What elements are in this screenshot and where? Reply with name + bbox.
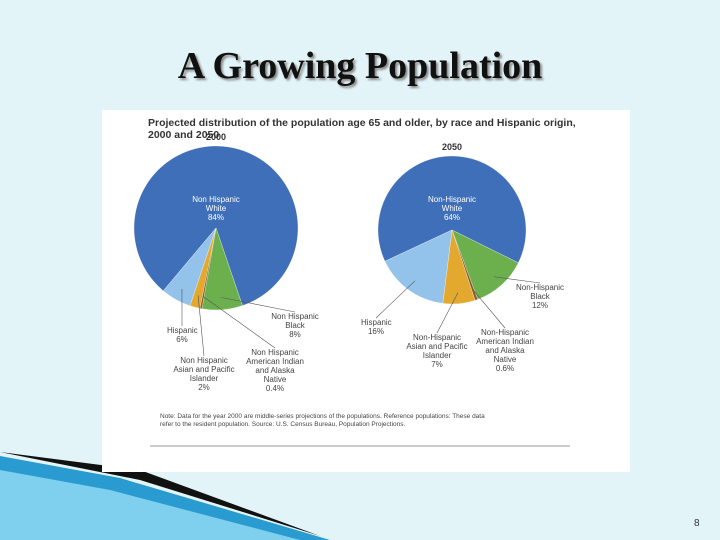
slice-name: Non Hispanic Black	[271, 312, 319, 330]
slice-value: 2%	[198, 383, 210, 392]
swoosh-light	[0, 470, 300, 540]
slice-label: Non Hispanic Black 8%	[270, 312, 320, 339]
note: Note: Data for the year 2000 are middle-…	[160, 413, 485, 428]
pie-title: 2000	[205, 132, 227, 142]
slice-label: Non Hispanic Asian and Pacific Islander 2…	[172, 356, 236, 392]
slice-name: Non Hispanic White	[192, 195, 240, 213]
slice-label: Non Hispanic White 84%	[190, 195, 242, 222]
slice-name: Non-Hispanic Black	[515, 283, 565, 301]
pie-slice	[377, 155, 527, 264]
slice-name: Hispanic	[167, 326, 198, 335]
slice-name: Hispanic	[361, 318, 392, 327]
leader-line	[436, 292, 459, 334]
slice-label: Non Hispanic American Indian and Alaska …	[245, 348, 305, 393]
leader-line	[203, 296, 276, 349]
slice-name: Non-Hispanic American Indian and Alaska …	[476, 328, 534, 364]
leader-line	[197, 295, 205, 357]
slice-value: 12%	[531, 301, 548, 310]
slice-name: Non-Hispanic Asian and Pacific Islander	[406, 333, 468, 360]
slice-value: 6%	[176, 335, 188, 344]
slice-label: Non-Hispanic American Indian and Alaska …	[475, 328, 535, 373]
slice-label: Non-Hispanic Black 12%	[515, 283, 565, 310]
slice-value: 64%	[443, 213, 460, 222]
slice-value: 84%	[207, 213, 224, 222]
pie-slice	[384, 229, 453, 304]
leader-line	[375, 280, 416, 319]
slice-value: 0.6%	[495, 364, 515, 373]
pie-title: 2050	[441, 142, 463, 152]
pie-slice	[163, 227, 217, 306]
slice-name: Non-Hispanic White	[427, 195, 477, 213]
slice-name: Non Hispanic Asian and Pacific Islander	[173, 356, 235, 383]
slice-value: 16%	[367, 327, 384, 336]
slice-label: Hispanic 6%	[167, 326, 198, 344]
leader-line	[221, 297, 296, 313]
slice-label: Non-Hispanic Asian and Pacific Islander 7…	[405, 333, 469, 369]
slide-title: A Growing Population	[177, 45, 543, 87]
slice-label: Hispanic 16%	[361, 318, 392, 336]
slice-value: 8%	[289, 330, 301, 339]
leader-line	[494, 276, 541, 284]
slice-value: 7%	[431, 360, 443, 369]
pie-slice	[133, 145, 299, 306]
leader-line	[472, 289, 506, 329]
slice-name: Non Hispanic American Indian and Alaska …	[246, 348, 304, 384]
slice-label: Non-Hispanic White 64%	[426, 195, 478, 222]
figure-title: Projected distribution of the population…	[148, 117, 576, 141]
slice-value: 0.4%	[265, 384, 285, 393]
page-number: 8	[694, 518, 700, 529]
